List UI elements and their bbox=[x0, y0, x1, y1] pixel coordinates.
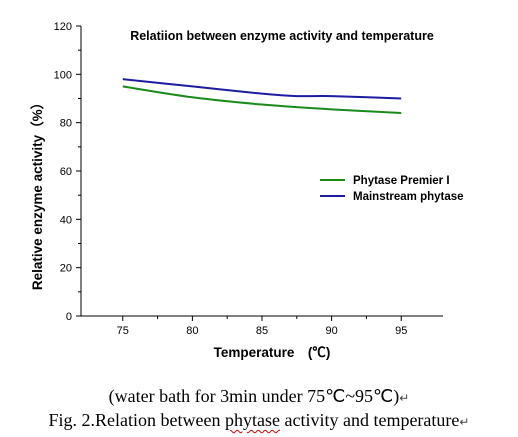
legend: Phytase Premier I Mainstream phytase bbox=[320, 175, 464, 203]
figure-caption-suffix: activity and temperature bbox=[279, 410, 460, 430]
x-tick-label: 85 bbox=[256, 325, 268, 337]
figure-caption-underlined-word: phytase bbox=[225, 410, 280, 430]
figure-caption: Fig. 2.Relation between phytase activity… bbox=[0, 410, 518, 431]
x-tick-label: 90 bbox=[325, 325, 337, 337]
chart-title: Relatiion between enzyme activity and te… bbox=[130, 29, 434, 43]
y-tick-label: 80 bbox=[60, 118, 72, 130]
x-tick-label: 80 bbox=[186, 325, 198, 337]
paragraph-mark-icon: ↵ bbox=[399, 391, 410, 405]
y-tick-label: 100 bbox=[54, 69, 72, 81]
y-axis-label: Relative enzyme activity（%） bbox=[30, 96, 45, 290]
series-layer bbox=[122, 78, 402, 114]
axes: 0 20 40 60 80 100 120 75 80 85 90 95 bbox=[54, 21, 443, 337]
series-line bbox=[122, 78, 402, 100]
y-tick-label: 0 bbox=[66, 311, 72, 323]
paragraph-mark-icon: ↵ bbox=[459, 415, 470, 429]
y-tick-label: 20 bbox=[60, 263, 72, 275]
legend-label: Mainstream phytase bbox=[353, 191, 464, 203]
legend-label: Phytase Premier I bbox=[353, 175, 450, 187]
series-line bbox=[122, 85, 402, 114]
figure-caption-prefix: Fig. 2.Relation between bbox=[48, 410, 225, 430]
caption-note: (water bath for 3min under 75℃~95℃)↵ bbox=[0, 386, 518, 407]
x-tick-label: 75 bbox=[117, 325, 129, 337]
y-tick-label: 40 bbox=[60, 214, 72, 226]
x-axis-label: Temperature (℃) bbox=[214, 345, 331, 360]
chart: 0 20 40 60 80 100 120 75 80 85 90 95 Phytase Premie… bbox=[30, 21, 464, 360]
caption-note-text: (water bath for 3min under 75℃~95℃) bbox=[108, 386, 400, 406]
y-tick-label: 120 bbox=[54, 21, 72, 33]
y-tick-label: 60 bbox=[60, 166, 72, 178]
x-tick-label: 95 bbox=[395, 325, 407, 337]
